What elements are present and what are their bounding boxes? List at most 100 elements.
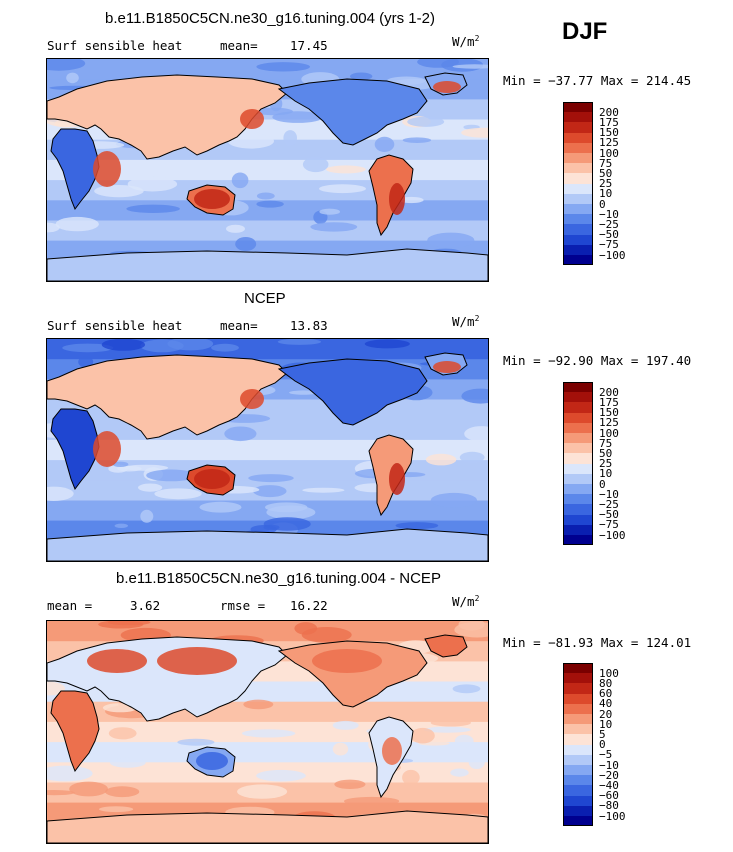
panel-3-rmse-value: 16.22	[290, 598, 328, 613]
colorbar-label: 175	[599, 115, 619, 129]
colorbar-label: 0	[599, 197, 606, 211]
colorbar-label: −75	[599, 238, 619, 252]
colorbar-box	[563, 765, 593, 776]
colorbar-label: −10	[599, 487, 619, 501]
colorbar-label: 10	[599, 187, 613, 201]
colorbar-box	[563, 204, 593, 215]
colorbar-box	[563, 382, 593, 393]
colorbar-box	[563, 234, 593, 245]
panel-2-minmax: Min = −92.90 Max = 197.40	[503, 353, 692, 368]
panel-3-mean-value: 3.62	[130, 598, 161, 613]
colorbar-box	[563, 173, 593, 184]
colorbar-box	[563, 693, 593, 704]
colorbar-box	[563, 724, 593, 735]
panel-3-rmse-label: rmse =	[220, 598, 266, 613]
colorbar-label: −40	[599, 778, 619, 792]
panel-1-title: b.e11.B1850C5CN.ne30_g16.tuning.004 (yrs…	[105, 10, 435, 27]
colorbar-label: 125	[599, 416, 619, 430]
panel-1-mean-label: mean=	[220, 38, 258, 53]
colorbar-box	[563, 703, 593, 714]
colorbar-box	[563, 392, 593, 403]
panel-3-minmax: Min = −81.93 Max = 124.01	[503, 635, 692, 650]
colorbar-box	[563, 224, 593, 235]
panel-3-title: b.e11.B1850C5CN.ne30_g16.tuning.004 - NC…	[116, 570, 441, 587]
colorbar-box	[563, 795, 593, 806]
colorbar-box	[563, 255, 593, 266]
colorbar-label: −10	[599, 758, 619, 772]
colorbar-box	[563, 132, 593, 143]
colorbar-box	[563, 463, 593, 474]
colorbar-box	[563, 663, 593, 674]
colorbar-label: 60	[599, 687, 613, 701]
colorbar-label: 25	[599, 177, 613, 191]
colorbar-box	[563, 494, 593, 505]
panel-2-mean-label: mean=	[220, 318, 258, 333]
colorbar-box	[563, 112, 593, 123]
colorbar-box	[563, 142, 593, 153]
colorbar-box	[563, 683, 593, 694]
panel-1-map	[46, 58, 489, 282]
colorbar-label: 0	[599, 738, 606, 752]
colorbar-label: 175	[599, 395, 619, 409]
colorbar-label: 150	[599, 126, 619, 140]
colorbar-box	[563, 673, 593, 684]
colorbar-label: −100	[599, 528, 626, 542]
colorbar-label: 100	[599, 146, 619, 160]
colorbar-label: 75	[599, 436, 613, 450]
colorbar-box	[563, 102, 593, 113]
colorbar-box	[563, 214, 593, 225]
colorbar-label: 200	[599, 385, 619, 399]
colorbar-label: −25	[599, 217, 619, 231]
colorbar-box	[563, 785, 593, 796]
colorbar-box	[563, 122, 593, 133]
colorbar-label: 5	[599, 727, 606, 741]
colorbar-label: 20	[599, 707, 613, 721]
colorbar-box	[563, 402, 593, 413]
colorbar-box	[563, 433, 593, 444]
colorbar-label: 50	[599, 166, 613, 180]
colorbar-box	[563, 744, 593, 755]
colorbar-label: −20	[599, 768, 619, 782]
colorbar-label: 125	[599, 136, 619, 150]
panel-2-mean-value: 13.83	[290, 318, 328, 333]
colorbar-label: −75	[599, 518, 619, 532]
colorbar-label: 10	[599, 717, 613, 731]
panel-2-variable: Surf sensible heat	[47, 318, 183, 333]
colorbar-label: 75	[599, 156, 613, 170]
panel-2-title: NCEP	[244, 290, 286, 307]
panel-1-mean-value: 17.45	[290, 38, 328, 53]
colorbar-label: −100	[599, 248, 626, 262]
colorbar-label: −50	[599, 228, 619, 242]
colorbar-box	[563, 775, 593, 786]
colorbar-box	[563, 163, 593, 174]
colorbar-box	[563, 453, 593, 464]
panel-3-units: W/m2	[452, 594, 480, 610]
colorbar-label: 80	[599, 676, 613, 690]
panel-3-mean-label: mean =	[47, 598, 93, 613]
colorbar-label: −10	[599, 207, 619, 221]
panel-1-units: W/m2	[452, 34, 480, 50]
colorbar-box	[563, 754, 593, 765]
colorbar-box	[563, 714, 593, 725]
colorbar-box	[563, 504, 593, 515]
colorbar-label: −100	[599, 809, 626, 823]
season-label: DJF	[562, 18, 608, 45]
colorbar-box	[563, 153, 593, 164]
colorbar-label: −5	[599, 748, 613, 762]
colorbar-box	[563, 734, 593, 745]
colorbar-box	[563, 816, 593, 827]
panel-2-units: W/m2	[452, 314, 480, 330]
colorbar-box	[563, 514, 593, 525]
colorbar-label: 0	[599, 477, 606, 491]
colorbar-label: 100	[599, 426, 619, 440]
colorbar-box	[563, 193, 593, 204]
colorbar-box	[563, 484, 593, 495]
colorbar-label: 100	[599, 666, 619, 680]
panel-3-map	[46, 620, 489, 844]
colorbar-box	[563, 422, 593, 433]
colorbar-label: −50	[599, 508, 619, 522]
colorbar-box	[563, 473, 593, 484]
colorbar-label: −80	[599, 799, 619, 813]
colorbar-label: 10	[599, 467, 613, 481]
colorbar-label: 200	[599, 105, 619, 119]
